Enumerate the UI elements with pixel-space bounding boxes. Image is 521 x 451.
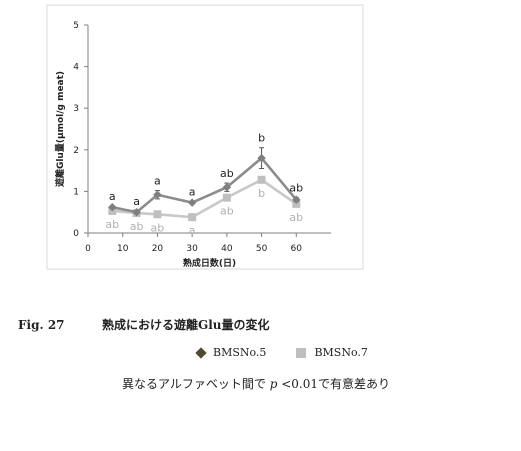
sig-label-bmsno7-4: ab — [220, 205, 234, 218]
y-tick-label-1: 1 — [73, 187, 79, 197]
chart-border — [47, 5, 363, 269]
x-axis-title: 熟成日数(日) — [183, 257, 236, 269]
y-tick-label-2: 2 — [73, 146, 79, 156]
diamond-marker-icon — [195, 347, 206, 358]
sig-label-bmsno7-5: b — [258, 187, 265, 200]
data-point-bmsno7-2 — [153, 210, 161, 218]
figure-caption: Fig. 27 熟成における遊離Glu量の変化 — [18, 316, 270, 333]
y-tick-label-4: 4 — [73, 63, 79, 73]
data-point-bmsno7-5 — [258, 176, 266, 184]
x-tick-label-0: 0 — [85, 244, 91, 254]
y-tick-label-0: 0 — [73, 229, 79, 239]
y-tick-label-5: 5 — [73, 21, 79, 31]
x-tick-label-30: 30 — [186, 244, 198, 254]
sig-label-bmsno5-2: a — [154, 175, 161, 188]
x-tick-label-50: 50 — [256, 244, 268, 254]
significance-note: 異なるアルファベット間で p <0.01で有意差あり — [122, 375, 390, 392]
y-tick-label-3: 3 — [73, 104, 79, 114]
sig-label-bmsno5-6: ab — [289, 182, 303, 195]
sig-label-bmsno7-6: ab — [289, 211, 303, 224]
legend: BMSNo.5 BMSNo.7 — [197, 346, 368, 359]
x-tick-label-10: 10 — [117, 244, 129, 254]
note-text-after: <0.01で有意差あり — [281, 377, 390, 391]
y-axis-title: 遊離Glu量(µmol/g meat) — [54, 71, 66, 187]
note-text-before: 異なるアルファベット間で — [122, 377, 266, 391]
legend-label-bmsno7: BMSNo.7 — [314, 346, 367, 359]
legend-item-bmsno5: BMSNo.5 — [197, 346, 266, 359]
sig-label-bmsno7-0: ab — [105, 218, 119, 231]
figure-number: Fig. 27 — [18, 318, 102, 332]
x-tick-label-40: 40 — [221, 244, 233, 254]
sig-label-bmsno5-5: b — [258, 132, 265, 145]
sig-label-bmsno5-3: a — [189, 185, 196, 198]
sig-label-bmsno7-3: a — [189, 224, 196, 237]
figure-title: 熟成における遊離Glu量の変化 — [102, 318, 270, 332]
chart: 0 1 2 3 4 5 0 10 20 30 40 50 60 熟成日数(日) 遊離Glu量(µmol/g … — [0, 0, 521, 300]
legend-item-bmsno7: BMSNo.7 — [296, 346, 367, 359]
sig-label-bmsno5-0: a — [109, 190, 116, 203]
x-tick-label-20: 20 — [152, 244, 164, 254]
legend-label-bmsno5: BMSNo.5 — [213, 346, 266, 359]
x-tick-label-60: 60 — [291, 244, 303, 254]
sig-label-bmsno5-4: ab — [220, 167, 234, 180]
data-point-bmsno7-3 — [188, 213, 196, 221]
sig-label-bmsno7-2: ab — [151, 221, 165, 234]
sig-label-bmsno7-1: ab — [130, 220, 144, 233]
note-p-symbol: p — [270, 377, 278, 391]
square-marker-icon — [296, 348, 306, 358]
sig-label-bmsno5-1: a — [133, 195, 140, 208]
data-point-bmsno7-4 — [223, 194, 231, 202]
